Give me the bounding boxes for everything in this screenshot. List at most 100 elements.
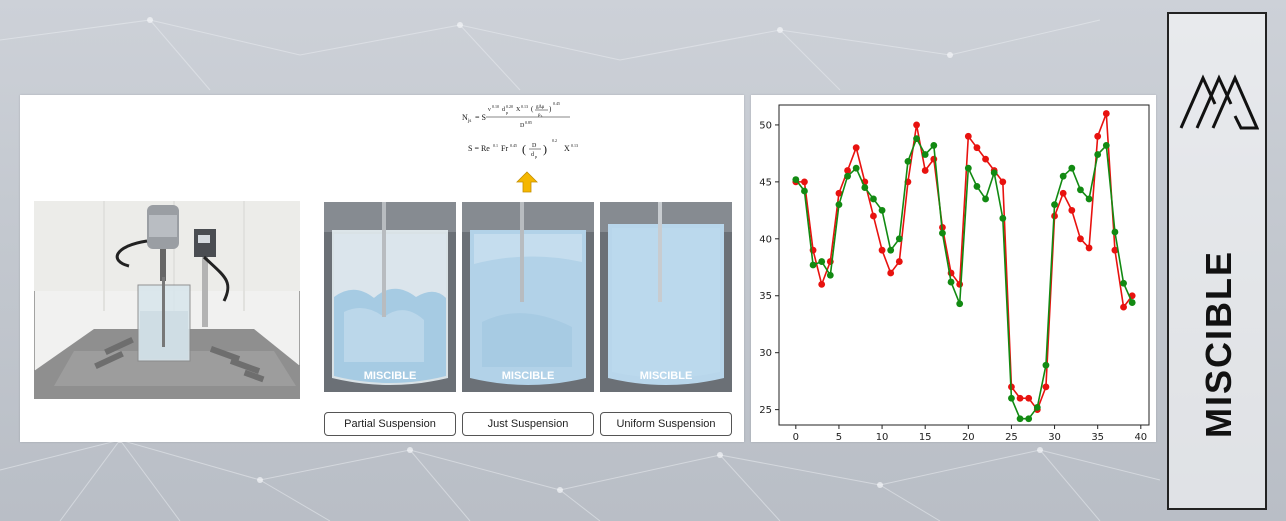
mixer-photo: [34, 201, 300, 399]
plot-frame: [778, 104, 1150, 426]
series-0-point: [973, 144, 981, 152]
series-1-point: [1068, 164, 1076, 172]
svg-text:0.2: 0.2: [552, 138, 557, 143]
svg-text:0.10: 0.10: [492, 104, 499, 109]
svg-text:d: d: [531, 152, 534, 158]
svg-text:d: d: [502, 107, 505, 113]
series-0-point: [801, 178, 808, 186]
svg-text:X: X: [516, 107, 521, 113]
svg-text:L: L: [541, 114, 543, 118]
series-1-point: [878, 206, 886, 214]
series-0-point: [1068, 206, 1076, 214]
svg-text:D: D: [520, 123, 525, 129]
y-tick-label: 25: [759, 405, 772, 416]
beaker-watermark: MISCIBLE: [364, 370, 417, 382]
series-1-point: [956, 300, 964, 308]
x-tick-label: 15: [919, 432, 932, 442]
series-0-point: [964, 132, 972, 140]
series-line-1: [795, 136, 1133, 420]
series-0-point: [895, 258, 903, 265]
series-1-point: [1042, 361, 1050, 369]
svg-text:(: (: [522, 142, 526, 156]
series-1-point: [1094, 151, 1102, 158]
svg-text:gΔρ: gΔρ: [536, 105, 545, 110]
beaker-watermark: MISCIBLE: [502, 370, 555, 382]
svg-text:0.1: 0.1: [493, 143, 498, 148]
series-0-point: [999, 178, 1007, 186]
series-1-point: [982, 195, 989, 203]
series-1-point: [809, 261, 817, 269]
series-0-point: [1059, 189, 1067, 197]
beaker-partial-suspension: MISCIBLE: [324, 202, 456, 392]
svg-text:(: (: [531, 105, 534, 113]
series-1-point: [999, 214, 1007, 222]
label-just-suspension: Just Suspension: [462, 412, 594, 436]
series-0-point: [1102, 110, 1110, 117]
series-1-point: [990, 169, 998, 177]
series-0-point: [844, 167, 851, 174]
series-1-point: [973, 183, 981, 190]
series-1-point: [1077, 186, 1084, 194]
label-uniform-suspension: Uniform Suspension: [600, 412, 732, 436]
y-tick-label: 40: [759, 234, 772, 245]
series-1-point: [1008, 394, 1015, 402]
series-0-point: [1120, 303, 1127, 311]
svg-text:N: N: [462, 113, 468, 122]
series-1-point: [1051, 201, 1058, 209]
series-1-point: [947, 278, 955, 286]
x-tick-label: 40: [1134, 432, 1147, 442]
line-chart: 0 5 10 15 20 25 30 35 40 25 30 35 40 45 50: [759, 104, 1150, 442]
series-1-point: [870, 195, 877, 203]
series-1-point: [1128, 299, 1136, 306]
x-tick-label: 35: [1091, 432, 1104, 442]
series-0-point: [878, 246, 886, 254]
series-1-point: [1102, 142, 1110, 149]
svg-text:ρ: ρ: [538, 113, 541, 118]
miscible-logo-icon: [1179, 74, 1259, 130]
series-0-point: [1042, 383, 1050, 391]
series-0-point: [870, 212, 877, 220]
series-1-point: [835, 201, 843, 209]
series-0-point: [852, 144, 860, 152]
series-0-point: [1094, 132, 1102, 140]
series-1-point: [930, 142, 938, 149]
series-0-point: [1077, 235, 1084, 243]
up-arrow-icon: [516, 171, 538, 193]
series-1-point: [964, 164, 972, 172]
svg-text:js: js: [467, 119, 471, 124]
series-1-point: [1059, 172, 1067, 180]
svg-text:Fr: Fr: [501, 144, 508, 153]
series-0-point: [1111, 246, 1119, 254]
series-1-point: [861, 184, 869, 191]
svg-text:X: X: [564, 144, 570, 153]
series-line-0: [795, 113, 1133, 412]
series-0-point: [982, 155, 989, 163]
series-0-point: [913, 121, 920, 129]
series-1-point: [1111, 228, 1119, 236]
series-1-point: [844, 172, 851, 180]
series-1-point: [801, 187, 808, 195]
series-1-point: [818, 258, 826, 265]
beaker-just-suspension: MISCIBLE: [462, 202, 594, 392]
svg-text:0.13: 0.13: [571, 143, 578, 148]
series-1-point: [826, 271, 834, 279]
series-1-point: [921, 151, 929, 158]
brand-name: MISCIBLE: [1198, 249, 1239, 439]
series-1-point: [895, 235, 903, 243]
series-1-point: [1120, 279, 1127, 287]
series-0-point: [956, 280, 964, 288]
svg-text:D: D: [532, 143, 537, 149]
series-1-point: [913, 135, 920, 142]
series-0-point: [818, 280, 826, 288]
series-1-point: [1085, 195, 1093, 203]
series-1-point: [852, 164, 860, 172]
svg-text:0.20: 0.20: [506, 104, 513, 109]
svg-text:ν: ν: [488, 107, 491, 113]
x-tick-label: 5: [836, 432, 842, 442]
series-0-point: [887, 269, 895, 277]
svg-text:): ): [543, 142, 547, 156]
beaker-uniform-suspension: MISCIBLE: [600, 202, 732, 392]
y-tick-label: 50: [759, 120, 772, 131]
